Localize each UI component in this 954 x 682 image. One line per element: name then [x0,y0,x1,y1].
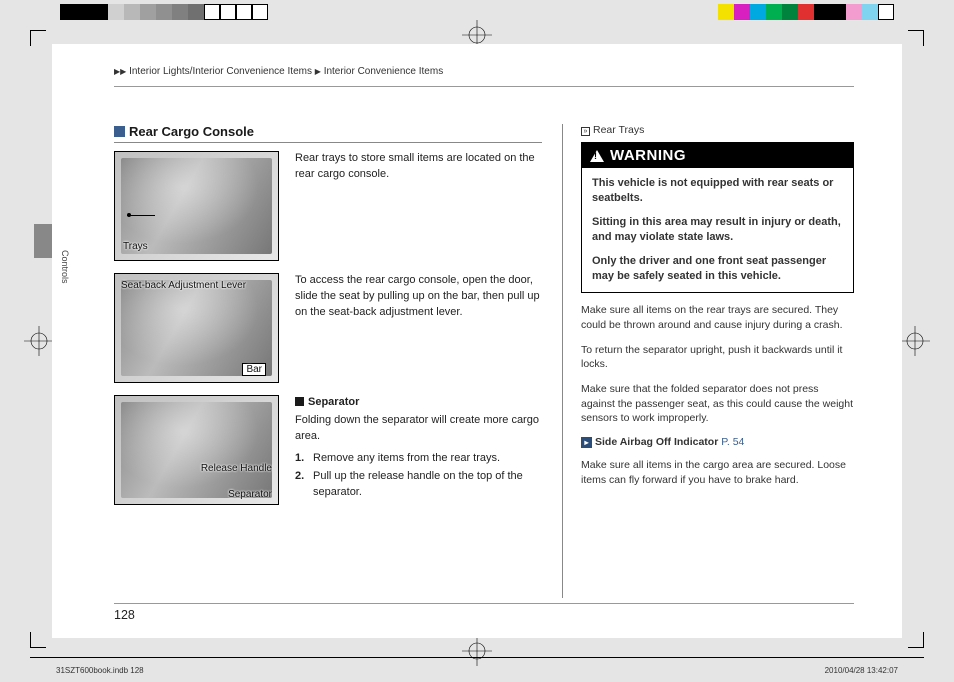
paragraph: Folding down the separator will create m… [295,413,542,445]
cross-reference: ▸Side Airbag Off Indicator P. 54 [581,436,854,448]
reference-icon: » [581,127,590,136]
crop-mark [30,30,46,46]
warning-title: WARNING [610,147,686,164]
right-column: »Rear Trays WARNING This vehicle is not … [562,124,854,598]
imposition-footer-rule [30,657,924,658]
warning-paragraph: Only the driver and one front seat passe… [592,254,843,285]
figure-separator: Release Handle Separator [114,395,279,505]
page: Controls ▶ ▶ Interior Lights/Interior Con… [52,44,902,638]
note-paragraph: Make sure that the folded separator does… [581,382,854,426]
paragraph: Rear trays to store small items are loca… [295,151,542,261]
left-column: Rear Cargo Console Trays Rear trays to s… [114,124,562,598]
side-label: Controls [60,250,70,284]
figure-row: Seat-back Adjustment Lever Bar To access… [114,273,542,383]
figure-label-separator: Separator [228,489,272,500]
figure-row: Release Handle Separator Separator Foldi… [114,395,542,505]
figure-seat-adjust: Seat-back Adjustment Lever Bar [114,273,279,383]
note-paragraph: Make sure all items on the rear trays ar… [581,303,854,332]
warning-body: This vehicle is not equipped with rear s… [582,168,853,292]
thumb-tab [34,224,52,258]
step-text: Pull up the release handle on the top of… [313,469,542,501]
registration-mark-left [24,326,54,356]
print-color-bar [60,4,894,20]
registration-mark-right [900,326,930,356]
step-number: 2. [295,469,313,501]
square-bullet-icon [114,126,125,137]
figure-row: Trays Rear trays to store small items ar… [114,151,542,261]
crop-mark [908,632,924,648]
imposition-timestamp: 2010/04/28 13:42:07 [825,666,898,675]
page-number: 128 [114,608,135,622]
paragraph: To access the rear cargo console, open t… [295,273,542,383]
cross-reference-heading: »Rear Trays [581,124,854,136]
xref-page: P. 54 [721,436,744,448]
square-bullet-icon [295,397,304,406]
section-title: Rear Cargo Console [129,124,254,139]
content-area: Rear Cargo Console Trays Rear trays to s… [114,124,854,598]
warning-paragraph: This vehicle is not equipped with rear s… [592,176,843,207]
reference-icon: ▸ [581,437,592,448]
crop-mark [908,30,924,46]
crop-mark [30,632,46,648]
warning-box: WARNING This vehicle is not equipped wit… [581,142,854,293]
header-rule [114,86,854,87]
reference-title: Rear Trays [593,124,644,136]
breadcrumb: ▶ ▶ Interior Lights/Interior Convenience … [114,66,443,77]
warning-paragraph: Sitting in this area may result in injur… [592,215,843,246]
figure-label-bar: Bar [242,363,266,376]
note-paragraph: To return the separator upright, push it… [581,343,854,372]
step-text: Remove any items from the rear trays. [313,451,500,467]
registration-mark-bottom [462,636,492,666]
imposition-filename: 31SZT600book.indb 128 [56,666,144,675]
step-number: 1. [295,451,313,467]
callout-line [127,215,155,216]
figure-label-release-handle: Release Handle [201,463,272,474]
step-item: 2.Pull up the release handle on the top … [295,469,542,501]
figure-label-lever: Seat-back Adjustment Lever [121,280,246,291]
triangle-icon: ▶ [120,67,126,76]
separator-text-block: Separator Folding down the separator wil… [295,395,542,503]
steps-list: 1.Remove any items from the rear trays. … [295,451,542,501]
triangle-icon: ▶ [315,67,321,76]
warning-header: WARNING [582,143,853,168]
sub-heading-title: Separator [308,396,359,408]
breadcrumb-part: Interior Lights/Interior Convenience Ite… [129,66,312,77]
breadcrumb-part: Interior Convenience Items [324,66,444,77]
note-paragraph: Make sure all items in the cargo area ar… [581,458,854,487]
section-heading: Rear Cargo Console [114,124,542,143]
xref-label: Side Airbag Off Indicator [595,436,718,448]
figure-label-trays: Trays [123,241,148,252]
footer-rule [114,603,854,604]
warning-triangle-icon [590,150,604,162]
step-item: 1.Remove any items from the rear trays. [295,451,542,467]
figure-rear-trays: Trays [114,151,279,261]
sub-heading: Separator [295,395,542,411]
